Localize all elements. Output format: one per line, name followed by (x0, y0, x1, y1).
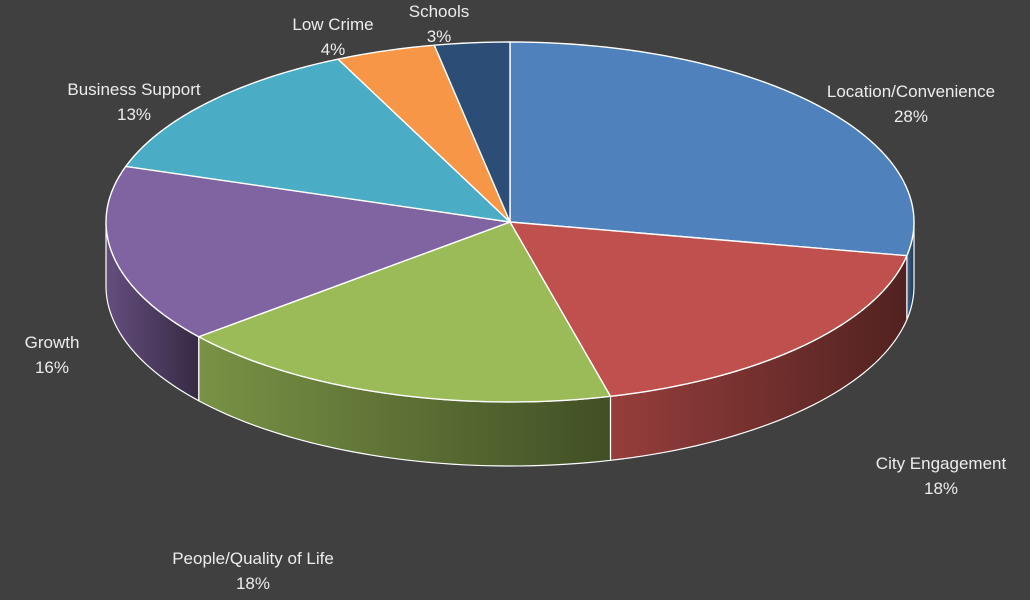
pie-top-faces (105, 41, 915, 403)
data-label-percent: 18% (235, 574, 271, 593)
data-label-percent: 16% (34, 358, 70, 377)
data-label-percent: 3% (426, 27, 452, 46)
data-label-5: Low Crime 4% (292, 12, 373, 62)
pie-slice-0 (509, 41, 915, 257)
data-label-percent: 18% (923, 479, 959, 498)
data-label-category: City Engagement (875, 454, 1007, 473)
pie-slice-3 (105, 165, 511, 338)
data-label-6: Schools 3% (409, 0, 469, 49)
data-label-percent: 13% (116, 105, 152, 124)
data-label-category: Growth (24, 333, 80, 352)
data-label-4: Business Support 13% (67, 77, 200, 127)
pie-slice-6 (433, 41, 511, 223)
data-label-2: People/Quality of Life 18% (172, 546, 334, 596)
data-label-category: Low Crime (292, 15, 374, 34)
data-label-percent: 28% (893, 107, 929, 126)
data-label-0: Location/Convenience 28% (827, 79, 995, 129)
data-label-category: Location/Convenience (826, 82, 996, 101)
data-label-category: People/Quality of Life (172, 549, 334, 568)
data-label-category: Business Support (67, 80, 201, 99)
data-label-category: Schools (408, 2, 470, 21)
data-label-3: Growth 16% (25, 330, 80, 380)
pie-slice-4 (125, 58, 511, 223)
pie-slice-5 (337, 44, 511, 223)
pie-side-walls (105, 221, 915, 467)
pie-slice-2 (198, 221, 612, 403)
data-label-percent: 4% (320, 40, 346, 59)
pie-slice-1 (509, 221, 908, 398)
data-label-1: City Engagement 18% (876, 451, 1006, 501)
